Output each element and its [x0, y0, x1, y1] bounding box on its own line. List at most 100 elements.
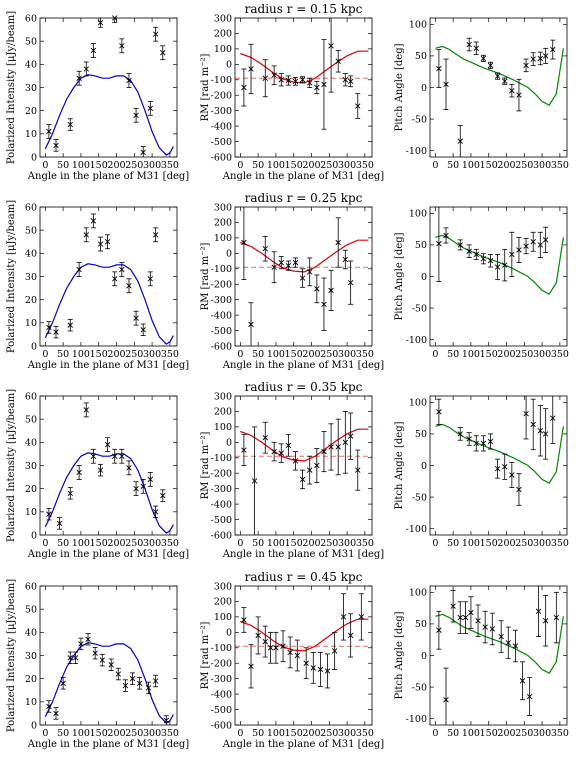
- data-point: [67, 322, 73, 328]
- x-axis-label: Angle in the plane of M31 [deg]: [222, 549, 384, 560]
- panel: 0 50 100 150 200 250 300 350-600-500-400-300-20…: [200, 13, 384, 182]
- x-tick-label: 50: [447, 728, 459, 739]
- data-point: [76, 75, 82, 81]
- data-point: [502, 262, 508, 268]
- data-point: [466, 41, 472, 48]
- data-point: [328, 287, 334, 294]
- plot-frame: [429, 206, 568, 347]
- data-point: [112, 453, 118, 459]
- y-tick-label: 200: [214, 407, 232, 418]
- x-tick-label: 0: [432, 349, 438, 360]
- data-point: [76, 266, 82, 273]
- data-point: [494, 264, 501, 270]
- data-point: [273, 645, 279, 651]
- x-tick-label: 150: [285, 538, 303, 549]
- x-tick-label: 200: [107, 538, 125, 549]
- y-tick-label: -50: [412, 303, 427, 314]
- model-curve: [435, 423, 564, 484]
- data-point: [314, 84, 320, 91]
- y-tick-label: 200: [214, 597, 232, 608]
- x-tick-label: 250: [125, 728, 143, 739]
- x-axis-label: Angle in the plane of M31 [deg]: [27, 549, 189, 560]
- y-tick-label: 40: [25, 438, 37, 449]
- plot-frame: [39, 17, 178, 158]
- x-tick-label: 200: [497, 349, 515, 360]
- x-tick-label: 100: [267, 728, 285, 739]
- x-tick-label: 50: [57, 728, 69, 739]
- x-tick-label: 350: [551, 349, 569, 360]
- row-title: radius r = 0.35 kpc: [245, 380, 363, 394]
- x-tick-label: 0: [237, 728, 243, 739]
- y-tick-label: -600: [211, 530, 232, 541]
- data-point: [487, 257, 494, 264]
- y-tick-label: -100: [406, 335, 427, 346]
- data-point: [294, 652, 300, 659]
- data-point: [331, 648, 338, 654]
- data-point: [475, 618, 481, 624]
- y-tick-label: 100: [214, 233, 232, 244]
- x-tick-label: 150: [90, 538, 108, 549]
- data-point: [466, 436, 472, 442]
- data-point: [90, 47, 97, 54]
- data-point: [115, 671, 122, 677]
- x-tick-label: 150: [90, 728, 108, 739]
- data-point: [342, 439, 349, 446]
- y-tick-label: 40: [25, 249, 37, 260]
- data-point: [267, 645, 274, 651]
- x-tick-label: 50: [57, 160, 69, 171]
- data-point: [83, 232, 89, 238]
- data-point: [535, 608, 542, 614]
- data-point: [335, 444, 341, 450]
- data-point: [285, 442, 292, 449]
- y-tick-label: 0: [421, 651, 427, 662]
- data-point: [462, 614, 469, 621]
- y-tick-label: 200: [214, 29, 232, 40]
- x-tick-label: 350: [551, 728, 569, 739]
- data-point: [310, 665, 317, 671]
- data-point: [542, 53, 549, 59]
- data-point: [328, 43, 334, 49]
- y-tick-label: -100: [211, 75, 232, 86]
- data-point: [122, 682, 129, 689]
- x-tick-label: 150: [285, 349, 303, 360]
- data-point: [468, 609, 474, 616]
- x-tick-label: 300: [143, 160, 161, 171]
- data-point: [342, 77, 349, 83]
- plot-frame: [429, 17, 568, 158]
- y-tick-label: 100: [409, 588, 427, 599]
- data-point: [126, 465, 132, 471]
- data-point: [287, 649, 293, 656]
- y-tick-label: 0: [226, 438, 232, 449]
- x-tick-label: 100: [462, 728, 480, 739]
- data-point: [160, 50, 166, 56]
- plot-frame: [39, 585, 178, 726]
- data-point: [466, 248, 472, 254]
- data-point: [119, 453, 125, 459]
- data-point: [262, 75, 268, 81]
- data-point: [321, 448, 327, 455]
- x-tick-label: 200: [302, 160, 320, 171]
- data-point: [271, 264, 277, 270]
- data-point: [56, 520, 63, 527]
- y-tick-label: 0: [31, 341, 37, 352]
- data-point: [494, 465, 501, 472]
- data-point: [482, 624, 488, 630]
- x-tick-label: 350: [551, 160, 569, 171]
- data-point: [248, 66, 254, 72]
- x-axis-label: Angle in the plane of M31 [deg]: [222, 360, 384, 371]
- data-point: [241, 239, 247, 246]
- y-tick-label: -500: [211, 137, 232, 148]
- y-tick-label: 0: [226, 628, 232, 639]
- y-tick-label: -600: [211, 341, 232, 352]
- y-tick-label: -200: [211, 469, 232, 480]
- x-tick-label: 200: [107, 349, 125, 360]
- plot-frame: [234, 17, 373, 158]
- data-point: [299, 77, 306, 83]
- y-axis-label: Polarized Intensity [μJy/beam]: [6, 200, 17, 353]
- y-tick-label: -100: [211, 264, 232, 275]
- x-tick-label: 150: [90, 349, 108, 360]
- data-point: [328, 444, 334, 450]
- x-tick-label: 300: [338, 728, 356, 739]
- x-tick-label: 250: [125, 160, 143, 171]
- x-tick-label: 100: [72, 538, 90, 549]
